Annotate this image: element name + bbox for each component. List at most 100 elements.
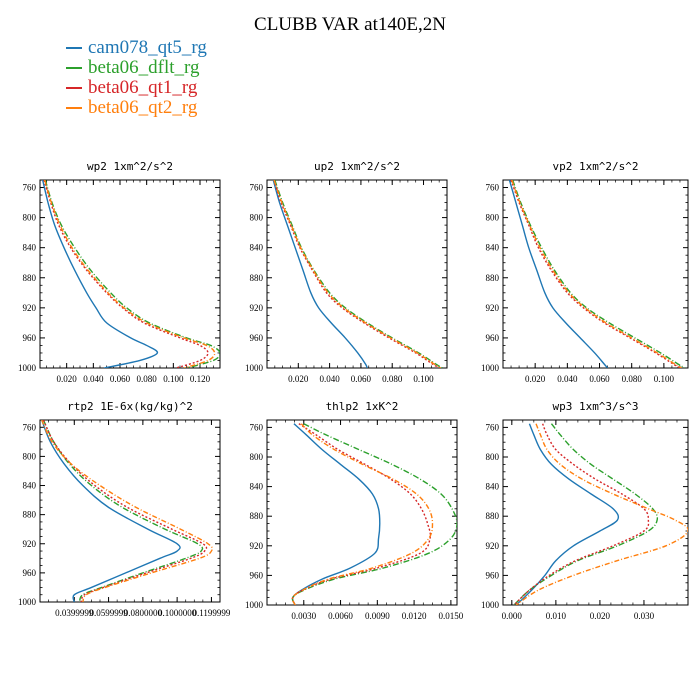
series-line-beta06_qt1_rg	[510, 180, 681, 368]
x-tick-label: 0.0090	[365, 611, 390, 621]
x-tick-label: 0.080	[382, 374, 403, 384]
series-line-beta06_qt2_rg	[511, 180, 682, 368]
legend-label-cam078: cam078_qt5_rg	[88, 37, 207, 58]
panel-title: wp3 1xm^3/s^3	[552, 400, 638, 413]
x-tick-label: 0.060	[589, 374, 610, 384]
series-line-beta06_dflt_rg	[291, 423, 457, 605]
series-line-cam078_qt5_rg	[291, 423, 381, 605]
y-tick-label: 920	[23, 303, 37, 313]
y-tick-label: 880	[486, 511, 500, 521]
x-tick-label: 0.080	[137, 374, 158, 384]
y-tick-label: 960	[250, 333, 264, 343]
series-line-beta06_qt2_rg	[43, 180, 216, 368]
legend-swatch-qt1	[66, 87, 82, 89]
series-line-beta06_qt1_rg	[42, 420, 208, 602]
y-tick-label: 960	[23, 568, 37, 578]
series-line-beta06_qt1_rg	[513, 423, 650, 605]
figure-title: CLUBB VAR at140E,2N	[254, 14, 446, 35]
y-tick-label: 920	[23, 539, 37, 549]
y-tick-label: 960	[250, 570, 264, 580]
y-tick-label: 800	[23, 213, 37, 223]
y-tick-label: 840	[23, 481, 37, 491]
x-tick-label: 0.040	[319, 374, 340, 384]
legend-label-qt1: beta06_qt1_rg	[88, 77, 198, 98]
series-line-cam078_qt5_rg	[41, 180, 159, 368]
series-line-beta06_qt2_rg	[291, 423, 434, 605]
series-line-beta06_qt2_rg	[41, 420, 214, 602]
series-line-cam078_qt5_rg	[515, 423, 620, 605]
x-tick-label: 0.100	[163, 374, 184, 384]
x-tick-label: 0.1199999	[192, 608, 230, 618]
y-tick-label: 1000	[18, 363, 37, 373]
y-tick-label: 1000	[481, 600, 500, 610]
panel-title: vp2 1xm^2/s^2	[552, 160, 638, 173]
series-line-cam078_qt5_rg	[508, 180, 609, 368]
y-tick-label: 800	[486, 452, 500, 462]
y-tick-label: 840	[486, 243, 500, 253]
y-tick-label: 920	[250, 541, 264, 551]
legend-item-qt1: beta06_qt1_rg	[66, 78, 207, 98]
x-tick-label: 0.0060	[328, 611, 353, 621]
x-tick-label: 0.0150	[438, 611, 463, 621]
y-tick-label: 840	[250, 482, 264, 492]
y-tick-label: 960	[486, 333, 500, 343]
series-line-beta06_dflt_rg	[513, 423, 659, 605]
y-tick-label: 840	[250, 243, 264, 253]
x-tick-label: 0.060	[110, 374, 131, 384]
y-tick-label: 760	[23, 422, 37, 432]
chart-panel-4: rtp2 1E-6x(kg/kg)^2 760 800 840 880 920 960 100…	[18, 400, 231, 618]
x-tick-label: 0.060	[351, 374, 372, 384]
y-tick-label: 1000	[245, 363, 264, 373]
chart-panel-2: up2 1xm^2/s^2 760 800 840 880 920 960 1000 0.020…	[245, 160, 448, 384]
plot-frame	[266, 419, 458, 606]
series-line-beta06_dflt_rg	[44, 180, 220, 368]
series-line-beta06_dflt_rg	[42, 420, 204, 602]
y-tick-label: 760	[23, 183, 37, 193]
y-tick-label: 920	[486, 303, 500, 313]
plot-frame	[502, 419, 689, 606]
y-tick-label: 920	[250, 303, 264, 313]
y-tick-label: 760	[250, 422, 264, 432]
x-tick-label: 0.0399999	[55, 608, 94, 618]
y-tick-label: 880	[250, 511, 264, 521]
x-tick-label: 0.100	[413, 374, 434, 384]
y-tick-label: 880	[23, 510, 37, 520]
series-line-cam078_qt5_rg	[41, 420, 181, 602]
x-tick-label: 0.020	[57, 374, 78, 384]
y-tick-label: 880	[23, 273, 37, 283]
y-tick-label: 800	[250, 452, 264, 462]
plot-frame	[39, 179, 221, 369]
chart-panel-1: wp2 1xm^2/s^2 760 800 840 880 920 960 1000 0.020…	[18, 160, 221, 384]
y-tick-label: 760	[486, 422, 500, 432]
y-tick-label: 800	[486, 213, 500, 223]
x-tick-label: 0.0120	[402, 611, 427, 621]
x-tick-label: 0.0030	[291, 611, 316, 621]
legend-label-dflt: beta06_dflt_rg	[88, 57, 200, 78]
series-line-beta06_dflt_rg	[274, 180, 443, 368]
y-tick-label: 1000	[481, 363, 500, 373]
x-tick-label: 0.0599999	[89, 608, 128, 618]
x-tick-label: 0.020	[590, 611, 611, 621]
y-tick-label: 760	[486, 183, 500, 193]
y-tick-label: 960	[23, 333, 37, 343]
legend-swatch-qt2	[66, 107, 82, 109]
x-tick-label: 0.100	[654, 374, 675, 384]
y-tick-label: 840	[23, 243, 37, 253]
y-tick-label: 1000	[245, 600, 264, 610]
plot-frame	[502, 179, 689, 369]
x-tick-label: 0.020	[525, 374, 546, 384]
legend-swatch-cam078	[66, 47, 82, 49]
x-tick-label: 0.040	[83, 374, 104, 384]
chart-panel-5: thlp2 1xK^2 760 800 840 880 920 960 1000 0.0030 0…	[245, 400, 464, 621]
x-tick-label: 0.120	[190, 374, 211, 384]
panel-title: up2 1xm^2/s^2	[314, 160, 400, 173]
legend-item-qt2: beta06_qt2_rg	[66, 98, 207, 118]
series-line-cam078_qt5_rg	[272, 180, 368, 368]
chart-panel-3: vp2 1xm^2/s^2 760 800 840 880 920 960 1000 0.020…	[481, 160, 689, 384]
series-line-beta06_qt1_rg	[43, 180, 209, 368]
legend-swatch-dflt	[66, 67, 82, 69]
y-tick-label: 920	[486, 541, 500, 551]
y-tick-label: 1000	[18, 597, 37, 607]
y-tick-label: 880	[250, 273, 264, 283]
